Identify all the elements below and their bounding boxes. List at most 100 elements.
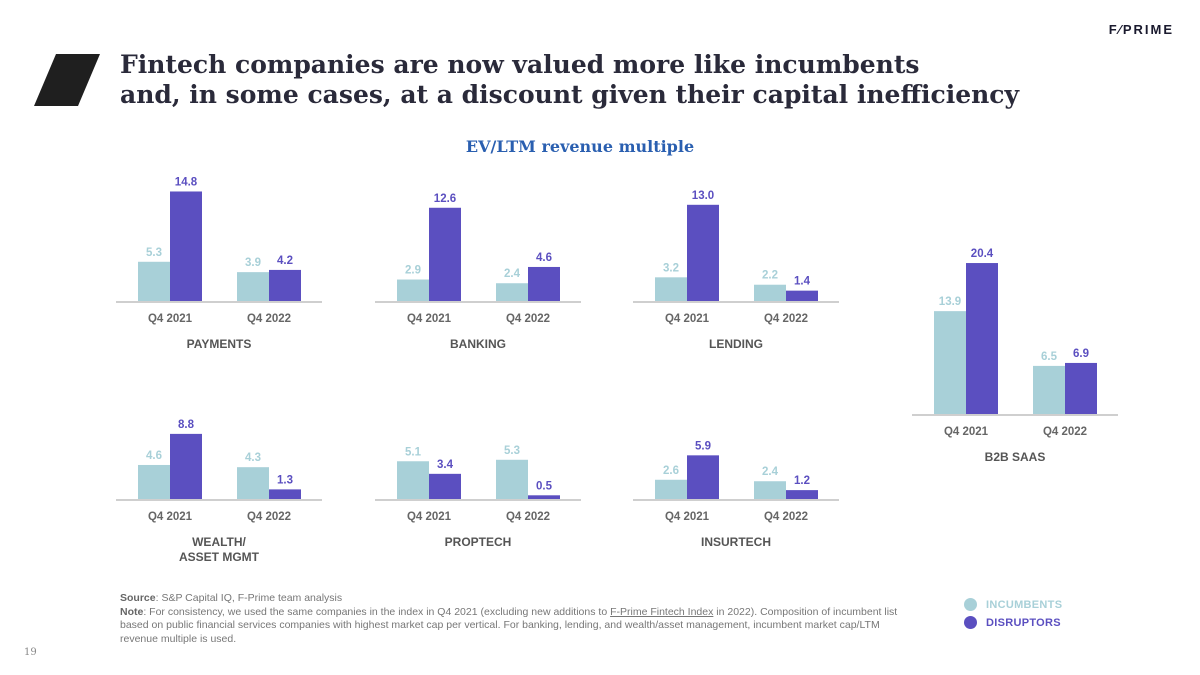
data-label-insurtech: 2.6 [663,465,679,477]
data-label-insurtech: 1.2 [794,475,810,487]
tick-label-b2b-saas: Q4 2022 [1043,426,1087,438]
bar-lending-disruptors-1 [687,204,719,301]
data-label-b2b-saas: 20.4 [971,248,994,260]
data-label-payments: 5.3 [146,247,162,259]
data-label-payments: 4.2 [277,255,293,267]
bar-b2b-saas-incumbents-2 [1033,365,1065,414]
bar-proptech-incumbents-1 [397,461,429,499]
bar-wealth-asset-mgmt-incumbents-1 [138,464,170,499]
data-label-proptech: 0.5 [536,480,553,492]
tick-label-payments: Q4 2022 [247,313,291,325]
bar-payments-disruptors-2 [269,269,301,301]
chart-title-lending: LENDING [709,337,763,351]
tick-label-banking: Q4 2021 [407,313,452,325]
chart-title-payments: PAYMENTS [187,337,252,351]
bar-proptech-disruptors-2 [528,495,560,499]
data-label-lending: 3.2 [663,262,679,274]
data-label-wealth-asset-mgmt: 1.3 [277,474,293,486]
bar-lending-disruptors-2 [786,290,818,301]
tick-label-banking: Q4 2022 [506,313,550,325]
data-label-b2b-saas: 13.9 [939,296,961,308]
chart-title-b2b-saas: B2B SAAS [985,450,1046,464]
tick-label-b2b-saas: Q4 2021 [944,426,989,438]
bar-wealth-asset-mgmt-incumbents-2 [237,467,269,499]
data-label-wealth-asset-mgmt: 4.3 [245,452,261,464]
bar-wealth-asset-mgmt-disruptors-2 [269,489,301,499]
footnote: Source: S&P Capital IQ, F-Prime team ana… [120,592,920,646]
tick-label-wealth-asset-mgmt: Q4 2021 [148,511,193,523]
source-label: Source [120,592,156,604]
bar-b2b-saas-disruptors-2 [1065,362,1097,414]
bar-payments-incumbents-2 [237,272,269,301]
note-label: Note [120,605,144,618]
bar-payments-disruptors-1 [170,191,202,301]
bar-insurtech-incumbents-2 [754,481,786,499]
legend: INCUMBENTS DISRUPTORS [964,598,1062,634]
data-label-payments: 14.8 [175,176,198,188]
chart-subtitle: EV/LTM revenue multiple [465,137,695,156]
tick-label-insurtech: Q4 2021 [665,511,710,523]
data-label-payments: 3.9 [245,257,261,269]
title-line-1: Fintech companies are now valued more li… [120,50,920,79]
brand-logo: F⁄PRIME [1108,22,1174,37]
tick-label-insurtech: Q4 2022 [764,511,808,523]
bar-banking-incumbents-1 [397,279,429,301]
legend-item-incumbents: INCUMBENTS [964,598,1062,611]
data-label-banking: 12.6 [434,193,456,205]
data-label-wealth-asset-mgmt: 8.8 [178,419,195,431]
disruptors-dot-icon [964,616,977,629]
data-label-insurtech: 5.9 [695,440,711,452]
bar-b2b-saas-disruptors-1 [966,263,998,414]
tick-label-lending: Q4 2022 [764,313,808,325]
bar-insurtech-disruptors-1 [687,455,719,499]
chart-title-wealth-asset-mgmt: WEALTH/ [192,535,246,549]
note-text-1: : For consistency, we used the same comp… [143,605,611,618]
chart-title-banking: BANKING [450,337,506,351]
tick-label-lending: Q4 2021 [665,313,710,325]
data-label-lending: 1.4 [794,276,811,288]
title-line-2: and, in some cases, at a discount given … [120,80,1020,109]
data-label-banking: 2.9 [405,265,421,277]
data-label-lending: 13.0 [692,190,714,202]
bar-b2b-saas-incumbents-1 [934,311,966,414]
data-label-banking: 2.4 [504,268,521,280]
data-label-proptech: 3.4 [437,459,454,471]
slash-logo-icon [34,54,100,106]
page-title: Fintech companies are now valued more li… [120,50,1019,110]
bar-proptech-disruptors-1 [429,473,461,499]
tick-label-payments: Q4 2021 [148,313,193,325]
bar-banking-disruptors-2 [528,266,560,301]
data-label-banking: 4.6 [536,252,552,264]
chart-title-wealth-asset-mgmt: ASSET MGMT [179,550,260,564]
bar-wealth-asset-mgmt-disruptors-1 [170,433,202,499]
bar-payments-incumbents-1 [138,261,170,301]
incumbents-dot-icon [964,598,977,611]
bar-insurtech-disruptors-2 [786,490,818,499]
bar-insurtech-incumbents-1 [655,479,687,499]
bar-banking-incumbents-2 [496,283,528,301]
data-label-proptech: 5.1 [405,446,422,458]
chart-title-proptech: PROPTECH [445,535,512,549]
data-label-proptech: 5.3 [504,445,520,457]
bar-lending-incumbents-1 [655,277,687,301]
legend-label-disruptors: DISRUPTORS [986,616,1061,629]
data-label-wealth-asset-mgmt: 4.6 [146,450,162,462]
bar-banking-disruptors-1 [429,207,461,301]
bar-proptech-incumbents-2 [496,459,528,499]
source-text: : S&P Capital IQ, F-Prime team analysis [155,592,343,604]
data-label-b2b-saas: 6.5 [1041,351,1058,363]
legend-label-incumbents: INCUMBENTS [986,598,1063,611]
chart-title-insurtech: INSURTECH [701,535,771,549]
tick-label-proptech: Q4 2022 [506,511,550,523]
tick-label-proptech: Q4 2021 [407,511,452,523]
tick-label-wealth-asset-mgmt: Q4 2022 [247,511,291,523]
note-text-2: in 2022). Composition of incumbent list … [120,605,898,645]
legend-item-disruptors: DISRUPTORS [964,616,1062,629]
fintech-index-link[interactable]: F-Prime Fintech Index [610,605,714,618]
data-label-b2b-saas: 6.9 [1073,348,1089,360]
data-label-lending: 2.2 [762,270,778,282]
data-label-insurtech: 2.4 [762,466,779,478]
bar-lending-incumbents-2 [754,284,786,301]
page-number: 19 [24,647,37,658]
